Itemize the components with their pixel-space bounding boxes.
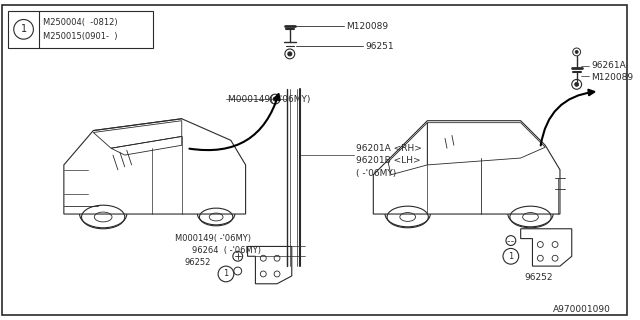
Text: 1: 1 [508,252,513,261]
Text: 1: 1 [223,269,228,278]
Circle shape [575,82,579,86]
Text: 96264  ( -'06MY): 96264 ( -'06MY) [191,246,260,255]
FancyArrowPatch shape [541,90,594,146]
Circle shape [288,52,292,56]
Text: A970001090: A970001090 [553,305,611,314]
Text: 96252: 96252 [185,258,211,267]
Text: M000149( -'06MY): M000149( -'06MY) [175,234,251,243]
Circle shape [575,51,578,53]
Text: M250004(  -0812): M250004( -0812) [44,18,118,27]
Text: 96201B <LH>: 96201B <LH> [356,156,420,165]
Text: 96201A <RH>: 96201A <RH> [356,144,422,153]
Circle shape [273,97,277,101]
Text: M000149( -'06MY): M000149( -'06MY) [228,95,310,104]
Text: 96261A: 96261A [591,61,626,70]
Text: M120089: M120089 [346,22,388,31]
Text: 1: 1 [20,24,27,34]
Text: M250015(0901-  ): M250015(0901- ) [44,32,118,41]
FancyArrowPatch shape [189,94,280,150]
Text: M120089: M120089 [591,73,634,82]
Text: 96252: 96252 [524,273,552,282]
Text: ( -'06MY): ( -'06MY) [356,169,396,178]
Text: 96251: 96251 [365,42,394,51]
Bar [8,11,153,48]
